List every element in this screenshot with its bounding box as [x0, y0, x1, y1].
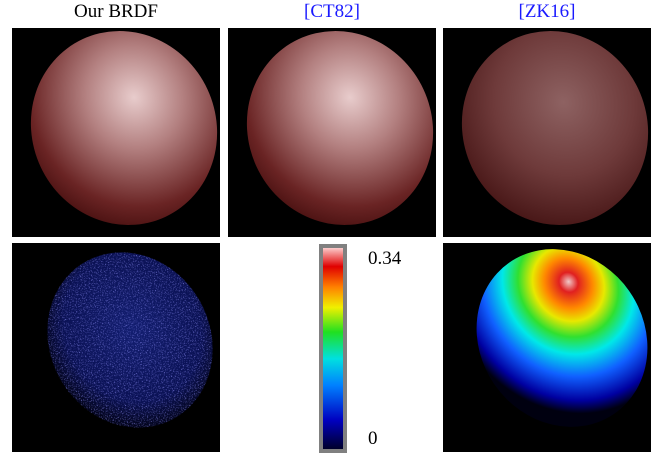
colorbar-gradient [321, 246, 345, 451]
column-headers: Our BRDF [CT82] [ZK16] [74, 1, 575, 22]
colorbar-max-label: 0.34 [368, 248, 402, 269]
figure: Our BRDF [CT82] [ZK16] 0.34 0 [0, 0, 660, 454]
colorbar: 0.34 0 [321, 246, 402, 451]
header: [CT82] [304, 1, 360, 22]
colorbar-min-label: 0 [368, 428, 378, 449]
header: [ZK16] [519, 1, 576, 22]
header: Our BRDF [74, 1, 158, 22]
top-row [0, 0, 660, 255]
